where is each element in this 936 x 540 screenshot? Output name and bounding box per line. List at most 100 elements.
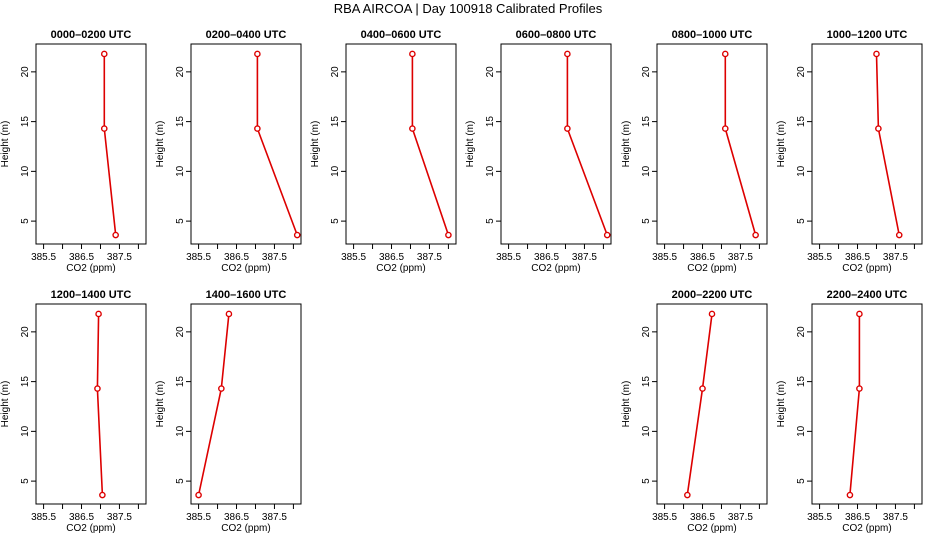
series-line [411, 54, 450, 236]
y-tick-label: 10 [796, 425, 807, 437]
x-tick-label: 385.5 [186, 252, 211, 263]
x-tick-label: 385.5 [31, 252, 56, 263]
panel-7: 1200–1400 UTC 385.5 386.5 387.5 5 10 15 20 CO2 (… [0, 289, 147, 534]
y-tick-label: 5 [20, 218, 31, 224]
series-line [849, 314, 861, 496]
x-axis-label: CO2 (ppm) [221, 523, 270, 534]
data-point [100, 50, 108, 58]
y-tick-label: 15 [20, 116, 31, 128]
x-tick-label: 386.5 [69, 512, 94, 523]
panel-title: 2200–2400 UTC [827, 289, 908, 301]
data-point [95, 310, 102, 318]
x-tick-label: 385.5 [496, 252, 521, 263]
panel-1: 0000–0200 UTC 385.5 386.5 387.5 5 10 15 20 CO2 (… [0, 29, 147, 274]
y-tick-label: 10 [485, 165, 496, 177]
y-axis-label: Height (m) [155, 381, 166, 428]
x-tick-label: 385.5 [31, 512, 56, 523]
x-tick-label: 385.5 [341, 252, 366, 263]
data-point [752, 231, 759, 239]
data-point [875, 125, 882, 132]
y-tick-label: 10 [175, 165, 186, 177]
y-axis-label: Height (m) [0, 381, 11, 428]
y-tick-label: 10 [641, 425, 652, 437]
plot-frame [811, 43, 923, 245]
page-title: RBA AIRCOA | Day 100918 Calibrated Profi… [333, 1, 603, 16]
data-point [225, 310, 233, 318]
y-tick-label: 10 [20, 165, 31, 177]
panel-title: 0400–0600 UTC [361, 29, 442, 41]
y-tick-label: 5 [175, 478, 186, 484]
x-tick-label: 387.5 [572, 252, 597, 263]
plot-frame [656, 43, 768, 245]
x-tick-label: 387.5 [107, 512, 132, 523]
y-tick-label: 10 [20, 425, 31, 437]
y-tick-label: 20 [641, 326, 652, 338]
y-tick-label: 10 [175, 425, 186, 437]
panel-9: 2000–2200 UTC 385.5 386.5 387.5 5 10 15 20 CO2 (… [621, 289, 768, 534]
x-tick-label: 387.5 [728, 512, 753, 523]
panel-title: 1200–1400 UTC [51, 289, 132, 301]
panel-title: 0800–1000 UTC [672, 29, 753, 41]
data-point [218, 385, 225, 392]
y-axis-label: Height (m) [621, 381, 632, 428]
x-axis-label: CO2 (ppm) [687, 523, 736, 534]
x-axis-label: CO2 (ppm) [687, 263, 736, 274]
y-axis-label: Height (m) [310, 121, 321, 168]
y-tick-label: 5 [641, 478, 652, 484]
plot-frame [656, 303, 768, 505]
y-axis-label: Height (m) [621, 121, 632, 168]
series-line [197, 313, 230, 496]
x-axis-label: CO2 (ppm) [531, 263, 580, 274]
data-point [409, 50, 416, 58]
series-line [724, 54, 757, 236]
plot-frame [190, 43, 302, 245]
x-tick-label: 386.5 [379, 252, 404, 263]
y-tick-label: 15 [175, 116, 186, 128]
y-tick-label: 5 [641, 218, 652, 224]
panel-title: 2000–2200 UTC [672, 289, 753, 301]
y-tick-label: 10 [330, 165, 341, 177]
data-point [856, 310, 863, 318]
x-tick-label: 387.5 [883, 252, 908, 263]
data-point [94, 385, 101, 392]
panel-5: 0800–1000 UTC 385.5 386.5 387.5 5 10 15 20 CO2 (… [621, 29, 768, 274]
x-axis-label: CO2 (ppm) [66, 263, 115, 274]
x-axis-label: CO2 (ppm) [376, 263, 425, 274]
series-line [686, 313, 713, 496]
x-axis-label: CO2 (ppm) [221, 263, 270, 274]
x-tick-label: 385.5 [807, 512, 832, 523]
data-point [603, 231, 611, 239]
series-line [256, 54, 298, 236]
panel-10: 2200–2400 UTC 385.5 386.5 387.5 5 10 15 20 CO2 (… [776, 289, 923, 534]
x-tick-label: 387.5 [728, 252, 753, 263]
data-point [846, 491, 854, 499]
panel-title: 0600–0800 UTC [516, 29, 597, 41]
data-point [895, 231, 903, 239]
y-tick-label: 5 [796, 478, 807, 484]
data-point [112, 231, 119, 239]
y-tick-label: 15 [641, 376, 652, 388]
y-axis-label: Height (m) [776, 381, 787, 428]
y-tick-label: 20 [175, 66, 186, 78]
panel-title: 0000–0200 UTC [51, 29, 132, 41]
data-point [409, 125, 416, 132]
series-line [566, 54, 608, 236]
y-axis-label: Height (m) [0, 121, 11, 168]
data-point [699, 385, 706, 392]
series-line [103, 54, 117, 236]
x-tick-label: 385.5 [807, 252, 832, 263]
y-tick-label: 20 [641, 66, 652, 78]
panel-2: 0200–0400 UTC 385.5 386.5 387.5 5 10 15 20 CO2 (… [155, 29, 302, 274]
plot-frame [35, 43, 147, 245]
panel-title: 0200–0400 UTC [206, 29, 287, 41]
data-point [254, 50, 261, 58]
x-tick-label: 386.5 [845, 252, 870, 263]
x-tick-label: 386.5 [69, 252, 94, 263]
y-tick-label: 5 [20, 478, 31, 484]
panel-6: 1000–1200 UTC 385.5 386.5 387.5 5 10 15 20 CO2 (… [776, 29, 923, 274]
y-tick-label: 15 [641, 116, 652, 128]
y-axis-label: Height (m) [465, 121, 476, 168]
data-point [445, 231, 452, 239]
plot-frame [35, 303, 147, 505]
